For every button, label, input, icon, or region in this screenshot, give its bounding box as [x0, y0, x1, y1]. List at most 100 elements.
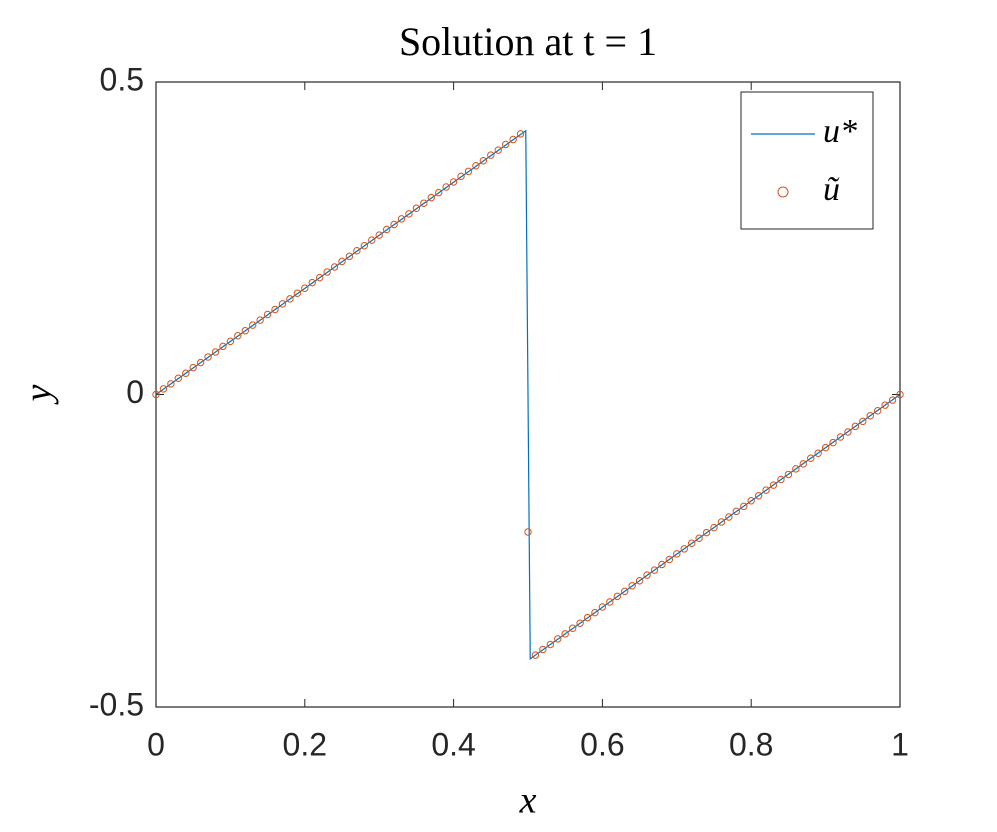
data-point: [196, 358, 205, 367]
data-point: [695, 534, 703, 542]
data-point: [673, 550, 681, 558]
data-point: [375, 231, 383, 239]
chart-title: Solution at t = 1: [399, 19, 657, 64]
data-point: [583, 613, 592, 622]
data-point: [680, 545, 688, 553]
data-point: [449, 178, 458, 186]
data-point: [873, 407, 882, 415]
legend-marker: [777, 186, 789, 198]
data-point: [405, 210, 413, 218]
x-axis-label: x: [519, 780, 537, 822]
x-tick-label: 1: [891, 726, 909, 762]
data-point: [687, 539, 696, 547]
data-point: [777, 475, 785, 484]
data-point: [710, 523, 718, 532]
x-tick-label: 0.2: [283, 726, 327, 762]
legend-box: [740, 91, 874, 230]
data-point: [330, 263, 339, 271]
data-point: [792, 465, 800, 473]
data-point: [271, 305, 279, 314]
data-point: [301, 284, 309, 292]
data-point: [360, 242, 369, 250]
data-point: [457, 172, 465, 181]
data-point: [435, 188, 443, 197]
data-point: [859, 417, 867, 426]
data-point: [754, 492, 763, 500]
data-point: [420, 199, 428, 207]
data-point: [554, 635, 562, 643]
data-point: [531, 651, 540, 659]
data-point: [821, 443, 830, 452]
data-point: [368, 236, 376, 244]
data-point: [494, 146, 502, 154]
data-point: [501, 140, 510, 149]
data-point: [598, 603, 607, 611]
data-point: [293, 289, 302, 297]
data-point: [472, 162, 480, 170]
data-point: [896, 390, 904, 399]
data-point: [740, 502, 748, 511]
data-point: [702, 528, 711, 537]
data-point: [717, 518, 726, 526]
data-point: [524, 528, 532, 536]
data-point: [241, 327, 249, 335]
y-tick-label: -0.5: [89, 686, 144, 722]
data-point: [308, 278, 316, 287]
data-point: [278, 300, 287, 308]
data-point: [851, 422, 860, 431]
data-point: [658, 560, 666, 569]
data-point: [159, 385, 168, 393]
data-point: [643, 571, 651, 579]
data-point: [464, 167, 473, 176]
data-point: [881, 401, 889, 409]
data-point: [234, 332, 242, 340]
data-point: [769, 481, 778, 489]
data-point: [204, 353, 212, 361]
data-point: [412, 204, 421, 212]
data-point: [442, 183, 450, 191]
data-point: [576, 619, 584, 627]
data-point: [799, 460, 807, 468]
data-point: [226, 337, 235, 346]
x-tick-label: 0.6: [580, 726, 624, 762]
data-point: [844, 428, 852, 436]
data-point: [315, 273, 324, 282]
data-point: [866, 412, 874, 420]
y-tick-label: 0: [126, 374, 144, 410]
data-point: [539, 645, 547, 654]
data-point: [338, 257, 346, 266]
data-line: [155, 129, 901, 661]
data-point: [762, 486, 770, 494]
legend-label: u*: [823, 113, 857, 150]
data-point: [286, 295, 294, 303]
data-point: [345, 252, 354, 261]
data-point: [784, 470, 793, 479]
data-point: [182, 369, 190, 377]
data-point: [613, 592, 621, 601]
data-point: [487, 151, 495, 159]
data-point: [606, 598, 614, 606]
data-point: [263, 310, 272, 319]
data-point: [219, 342, 227, 351]
data-point: [174, 374, 183, 382]
data-point: [621, 587, 629, 596]
data-point: [211, 348, 220, 356]
legend-label: ũ: [823, 171, 840, 208]
data-point: [561, 630, 569, 638]
data-point: [807, 454, 815, 462]
data-point: [888, 396, 897, 404]
data-point: [167, 380, 175, 388]
data-point: [732, 507, 741, 516]
data-point: [397, 215, 406, 223]
data-point: [546, 640, 555, 649]
data-point: [628, 582, 636, 590]
data-point: [189, 363, 197, 372]
y-axis-label: y: [18, 384, 60, 405]
data-point: [427, 193, 435, 202]
data-point: [814, 449, 822, 457]
data-point: [353, 247, 361, 255]
data-point: [829, 438, 837, 447]
x-tick-label: 0: [147, 726, 165, 762]
data-point: [725, 513, 733, 521]
